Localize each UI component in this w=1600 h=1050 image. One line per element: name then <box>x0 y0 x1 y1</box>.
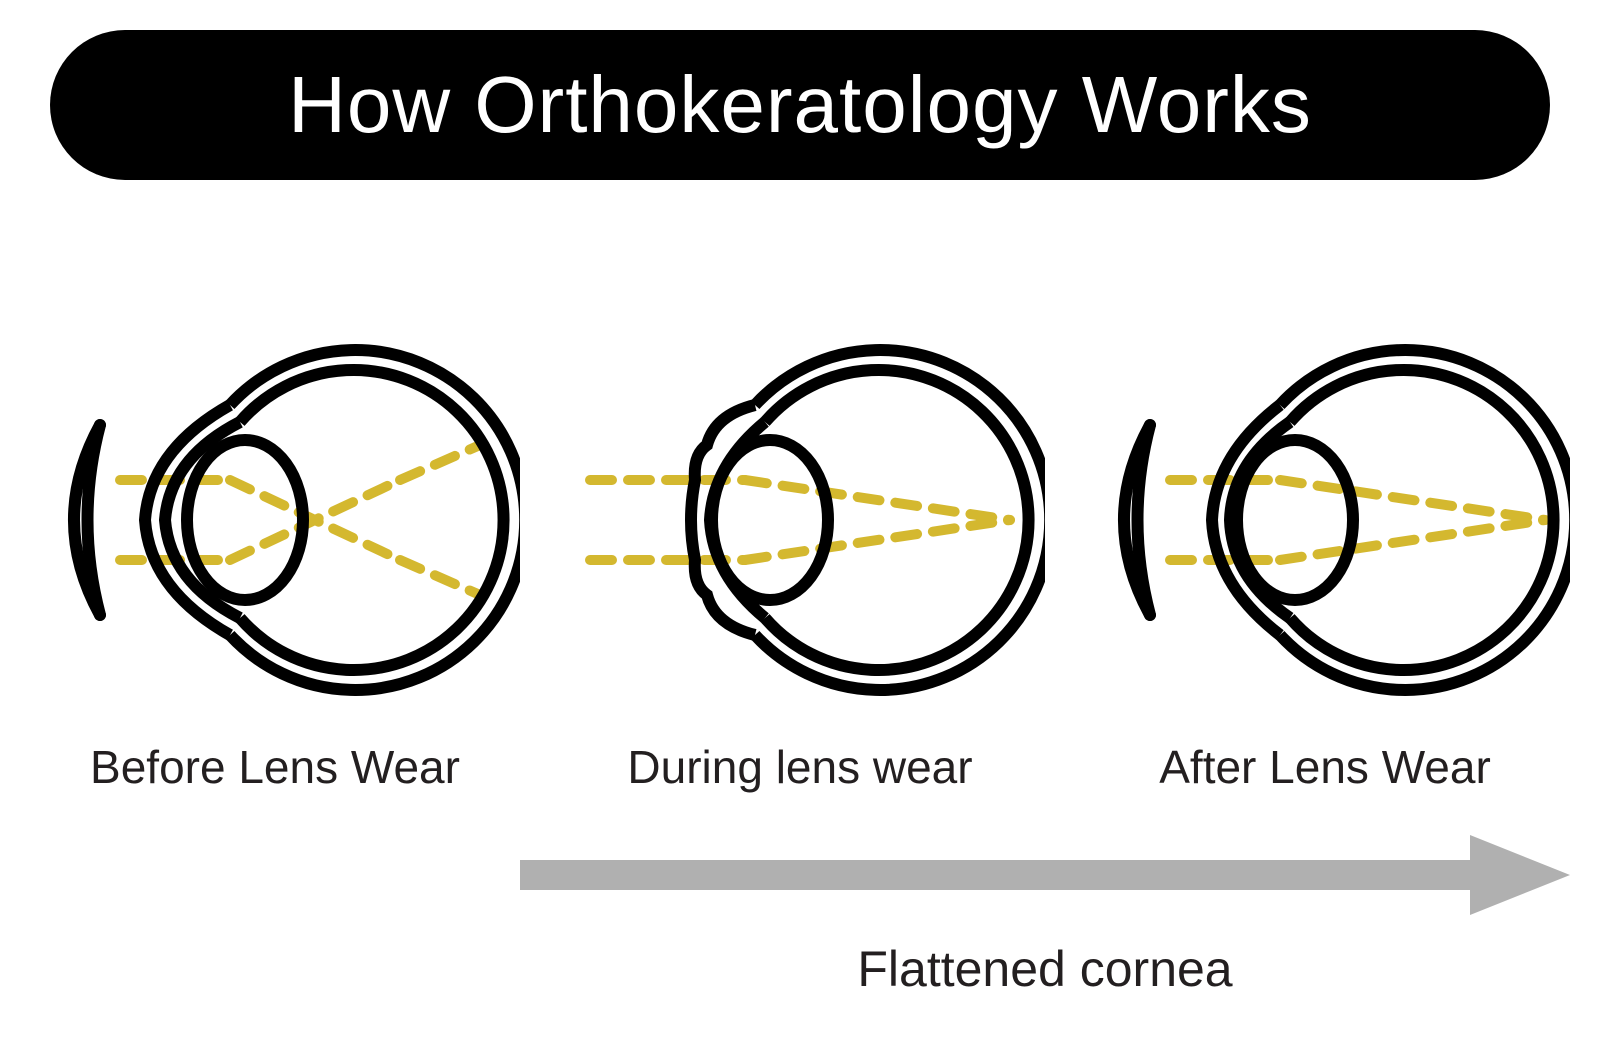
arrow-label: Flattened cornea <box>520 940 1570 998</box>
title-text: How Orthokeratology Works <box>288 59 1312 151</box>
caption-after: After Lens Wear <box>1159 740 1491 794</box>
infographic-canvas: How Orthokeratology Works <box>0 0 1600 1050</box>
eye-diagram-before <box>30 330 520 710</box>
arrow-icon <box>520 830 1570 920</box>
panel-during: During lens wear <box>555 330 1045 794</box>
flattened-arrow <box>520 830 1570 920</box>
eye-diagram-during <box>555 330 1045 710</box>
caption-before: Before Lens Wear <box>90 740 460 794</box>
panel-before: Before Lens Wear <box>30 330 520 794</box>
title-pill: How Orthokeratology Works <box>50 30 1550 180</box>
panel-after: After Lens Wear <box>1080 330 1570 794</box>
caption-during: During lens wear <box>627 740 972 794</box>
eye-diagram-after <box>1080 330 1570 710</box>
panels-row: Before Lens Wear <box>30 330 1570 794</box>
